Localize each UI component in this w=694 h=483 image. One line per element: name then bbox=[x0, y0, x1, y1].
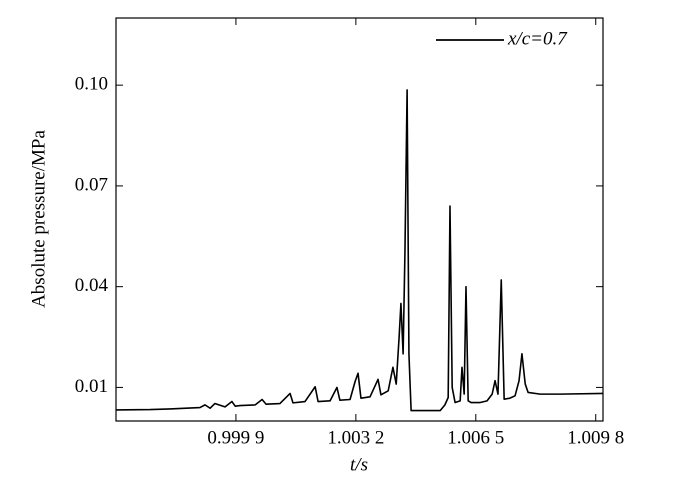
x-tick-label: 0.999 9 bbox=[207, 427, 264, 448]
y-tick-label: 0.01 bbox=[75, 376, 108, 397]
x-axis-label: t/s bbox=[350, 454, 368, 475]
plot-frame bbox=[115, 17, 604, 422]
x-tick-label: 1.003 2 bbox=[327, 427, 384, 448]
y-tick-label: 0.10 bbox=[75, 74, 108, 95]
legend-label: x/c=0.7 bbox=[507, 28, 568, 49]
x-tick-label: 1.009 8 bbox=[567, 427, 624, 448]
line-series bbox=[115, 89, 604, 412]
y-axis-label: Absolute pressure/MPa bbox=[28, 130, 49, 308]
x-tick-label: 1.006 5 bbox=[447, 427, 504, 448]
y-tick-label: 0.07 bbox=[75, 174, 108, 195]
y-tick-label: 0.04 bbox=[75, 275, 109, 296]
